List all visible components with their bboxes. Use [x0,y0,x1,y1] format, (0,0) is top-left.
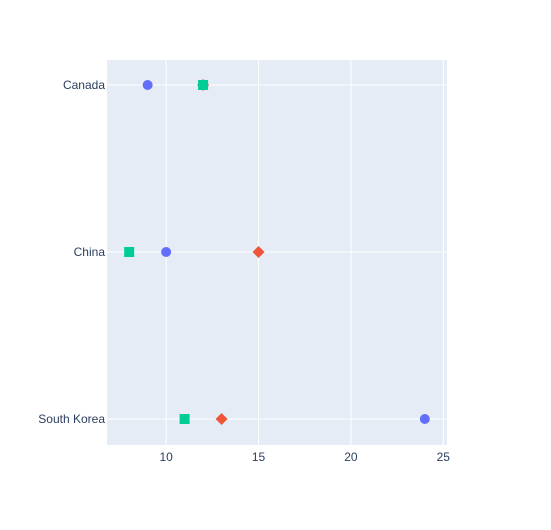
data-markers [124,79,430,425]
x-tick-label-20: 20 [344,450,358,464]
square-point-south-korea [179,414,190,424]
circle-point-china [161,247,172,257]
square-point-china [124,247,135,257]
x-axis-ticks: 10 15 20 25 [159,450,450,464]
y-tick-label-south-korea: South Korea [38,412,105,426]
y-tick-label-canada: Canada [63,78,105,92]
circle-point-canada [142,80,153,90]
x-tick-label-10: 10 [159,450,173,464]
y-tick-label-china: China [74,245,106,259]
x-tick-label-25: 25 [437,450,451,464]
diamond-point-china [252,246,265,258]
diamond-point-south-korea [215,413,228,425]
circle-point-south-korea [419,414,430,424]
square-point-canada [198,80,209,90]
y-axis-ticks: Canada China South Korea [38,78,105,426]
x-tick-label-15: 15 [252,450,266,464]
